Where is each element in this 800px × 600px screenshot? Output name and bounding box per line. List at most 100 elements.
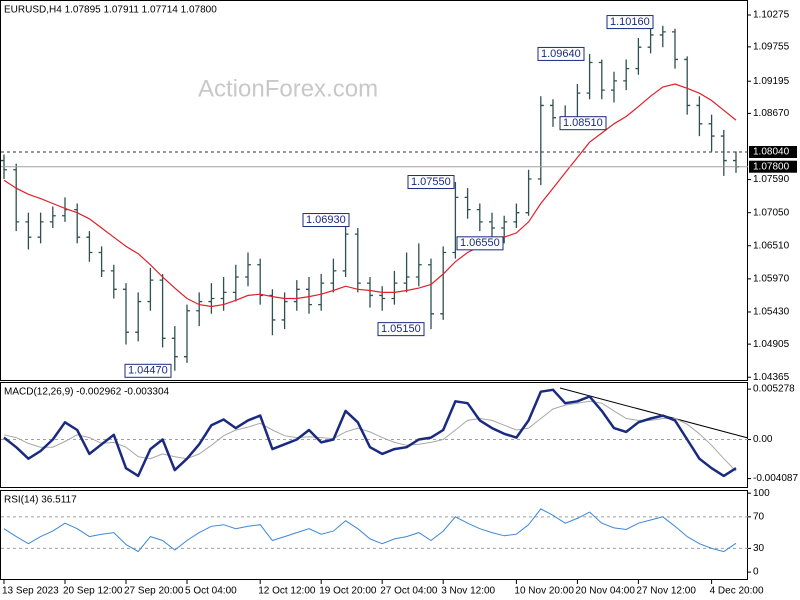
x-tick-label: 13 Sep 2023	[2, 586, 59, 597]
ohlc-bar	[49, 206, 56, 228]
y-tick-label: 1.05970	[753, 274, 790, 285]
ohlc-bar	[110, 264, 117, 299]
price-level-label: 1.07800	[753, 161, 790, 172]
ohlc-bar	[659, 25, 666, 48]
y-tick-label: 1.06510	[753, 240, 790, 251]
annotation-box	[606, 15, 654, 30]
annotation-label: 1.09640	[541, 48, 581, 60]
ohlc-bar	[489, 212, 495, 238]
ohlc-bar	[586, 53, 593, 100]
ohlc-bar	[440, 246, 447, 320]
ohlc-bar	[342, 220, 349, 278]
macd-main	[3, 388, 737, 478]
y-tick-label: 1.08670	[753, 108, 790, 119]
ohlc-bar	[293, 280, 300, 311]
annotation-box	[377, 322, 425, 337]
panel-title: MACD(12,26,9) -0.002962 -0.003304	[4, 387, 170, 398]
panel-title: EURUSD,H4 1.07895 1.07911 1.07714 1.0780…	[4, 5, 217, 16]
price-level-box	[749, 160, 797, 173]
ohlc-bar	[135, 292, 142, 342]
ohlc-bar	[74, 203, 81, 244]
ohlc-bar	[403, 252, 410, 293]
y-tick-label: 0.005278	[753, 384, 795, 395]
ohlc-bar	[464, 188, 471, 219]
ohlc-bar	[123, 283, 129, 345]
rsi-panel	[0, 490, 748, 580]
price-level-box	[749, 146, 797, 158]
price-panel	[0, 0, 748, 381]
rsi-line	[3, 508, 737, 553]
price-level-label: 1.08040	[753, 147, 790, 158]
ohlc-bar	[86, 231, 93, 262]
annotation-box	[124, 363, 172, 378]
macd-panel	[0, 382, 748, 488]
ohlc-bar	[452, 182, 459, 259]
annotation-box	[456, 236, 504, 251]
y-tick-label: 0	[753, 567, 759, 578]
annotation-label: 1.04470	[128, 365, 168, 377]
ohlc-bar	[684, 56, 691, 115]
ohlc-bar	[245, 252, 251, 287]
x-tick-label: 5 Oct 04:00	[185, 586, 237, 597]
x-tick-label: 19 Oct 20:00	[319, 586, 377, 597]
y-tick-label: 1.09755	[753, 42, 790, 53]
ohlc-bar	[428, 258, 434, 330]
y-tick-label: 0.00	[753, 434, 773, 445]
x-tick-label: 27 Sep 20:00	[124, 586, 184, 597]
annotation-label: 1.05150	[381, 323, 421, 335]
x-tick-label: 20 Sep 12:00	[63, 586, 123, 597]
watermark: ActionForex.com	[198, 75, 378, 102]
annotation-label: 1.08510	[563, 117, 603, 129]
ohlc-bar	[415, 243, 422, 287]
x-tick-label: 12 Oct 12:00	[258, 586, 316, 597]
ohlc-bar	[232, 264, 239, 302]
y-tick-label: 1.04365	[753, 372, 790, 383]
x-tick-label: 4 Dec 20:00	[710, 586, 764, 597]
y-tick-label: 70	[753, 511, 765, 522]
ohlc-bar	[13, 163, 20, 232]
ohlc-bar	[171, 326, 178, 371]
macd-signal	[3, 400, 737, 472]
ohlc-bar	[354, 228, 361, 293]
x-tick-label: 27 Nov 12:00	[636, 586, 696, 597]
ohlc-bar	[720, 129, 727, 176]
ohlc-bar	[635, 38, 642, 75]
ohlc-bar	[208, 283, 215, 314]
ohlc-bar	[330, 258, 337, 293]
y-tick-label: 1.10275	[753, 10, 790, 21]
annotation-box	[537, 46, 585, 61]
ohlc-bar	[537, 96, 544, 186]
ohlc-bar	[379, 286, 386, 311]
x-tick-label: 27 Oct 04:00	[380, 586, 438, 597]
annotation-box	[302, 213, 350, 228]
ohlc-bar	[367, 277, 373, 308]
ohlc-bar	[501, 215, 508, 244]
ohlc-bar	[37, 212, 44, 244]
annotation-box	[407, 175, 455, 190]
ohlc-bar	[98, 246, 105, 278]
ohlc-bar	[318, 273, 325, 311]
ohlc-bar	[696, 96, 703, 137]
ohlc-bar	[196, 292, 203, 327]
x-tick-label: 20 Nov 04:00	[575, 586, 635, 597]
annotation-label: 1.06930	[306, 214, 346, 226]
ohlc-bar	[391, 270, 398, 305]
y-tick-label: 100	[753, 488, 770, 499]
ohlc-bar	[550, 99, 556, 127]
ohlc-bar	[147, 267, 154, 311]
ohlc-bar	[513, 203, 520, 228]
annotation-label: 1.10160	[610, 16, 650, 28]
ohlc-bar	[306, 277, 312, 314]
y-tick-label: 1.05430	[753, 307, 790, 318]
panel-title: RSI(14) 36.5117	[4, 495, 77, 506]
ohlc-bar	[611, 71, 617, 103]
ohlc-bar	[525, 169, 532, 216]
annotation-label: 1.06550	[460, 237, 500, 249]
ohlc-bar	[25, 212, 32, 250]
ohlc-bar	[159, 273, 166, 348]
ohlc-bar	[708, 114, 715, 152]
ohlc-bar	[598, 59, 605, 100]
trend-line	[559, 387, 749, 439]
y-tick-label: 1.04905	[753, 339, 790, 350]
ohlc-bar	[184, 304, 190, 363]
